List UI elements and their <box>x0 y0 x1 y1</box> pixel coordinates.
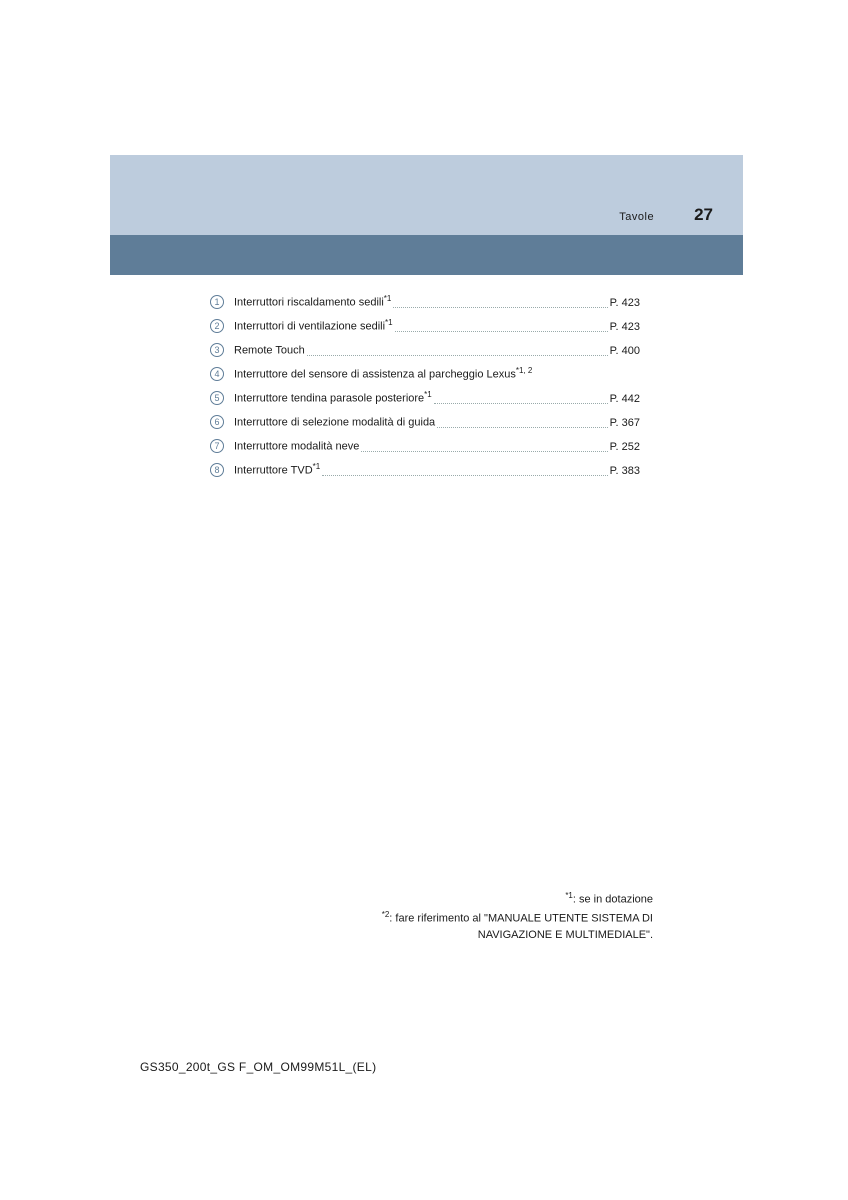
leader-dots <box>361 451 607 452</box>
document-id: GS350_200t_GS F_OM_OM99M51L_(EL) <box>140 1060 376 1074</box>
item-label: Interruttore TVD*1 <box>234 461 320 479</box>
header-bar-light: Tavole 27 <box>110 155 743 235</box>
list-item: 1 Interruttori riscaldamento sedili*1 P.… <box>210 293 640 311</box>
list-item: 8 Interruttore TVD*1 P. 383 <box>210 461 640 479</box>
item-label: Interruttore del sensore di assistenza a… <box>234 365 532 383</box>
page-ref: P. 252 <box>610 440 640 455</box>
header-meta: Tavole 27 <box>619 205 713 225</box>
item-label: Interruttori riscaldamento sedili*1 <box>234 293 391 311</box>
list-item: 7 Interruttore modalità neve P. 252 <box>210 437 640 455</box>
page-ref: P. 423 <box>610 320 640 335</box>
list-item: 6 Interruttore di selezione modalità di … <box>210 413 640 431</box>
list-item: 3 Remote Touch P. 400 <box>210 341 640 359</box>
list-item: 2 Interruttori di ventilazione sedili*1 … <box>210 317 640 335</box>
list-item: 5 Interruttore tendina parasole posterio… <box>210 389 640 407</box>
leader-dots <box>307 355 608 356</box>
page-ref: P. 383 <box>610 464 640 479</box>
item-label: Remote Touch <box>234 341 305 359</box>
item-number: 6 <box>210 415 228 430</box>
leader-dots <box>437 427 607 428</box>
item-number: 3 <box>210 343 228 358</box>
item-number: 7 <box>210 439 228 454</box>
footnote-1: *1: se in dotazione <box>110 890 653 909</box>
leader-dots <box>393 307 607 308</box>
footnotes: *1: se in dotazione *2: fare riferimento… <box>110 890 743 944</box>
page-number: 27 <box>694 205 713 225</box>
list-item: 4 Interruttore del sensore di assistenza… <box>210 365 640 383</box>
leader-dots <box>395 331 608 332</box>
page-ref: P. 442 <box>610 392 640 407</box>
item-label: Interruttori di ventilazione sedili*1 <box>234 317 393 335</box>
item-label: Interruttore modalità neve <box>234 437 359 455</box>
header-bar-dark <box>110 235 743 275</box>
item-label: Interruttore tendina parasole posteriore… <box>234 389 432 407</box>
item-number: 2 <box>210 319 228 334</box>
page-ref: P. 400 <box>610 344 640 359</box>
footnote-2-line2: NAVIGAZIONE E MULTIMEDIALE". <box>110 927 653 944</box>
leader-dots <box>434 403 608 404</box>
item-number: 8 <box>210 463 228 478</box>
item-number: 1 <box>210 295 228 310</box>
page-ref: P. 367 <box>610 416 640 431</box>
page-ref: P. 423 <box>610 296 640 311</box>
leader-dots <box>322 475 607 476</box>
section-label: Tavole <box>619 211 654 223</box>
page-content: Tavole 27 1 Interruttori riscaldamento s… <box>110 155 743 485</box>
item-label: Interruttore di selezione modalità di gu… <box>234 413 435 431</box>
item-number: 4 <box>210 367 228 382</box>
footnote-2-line1: *2: fare riferimento al "MANUALE UTENTE … <box>110 909 653 928</box>
item-number: 5 <box>210 391 228 406</box>
index-list: 1 Interruttori riscaldamento sedili*1 P.… <box>210 293 640 479</box>
